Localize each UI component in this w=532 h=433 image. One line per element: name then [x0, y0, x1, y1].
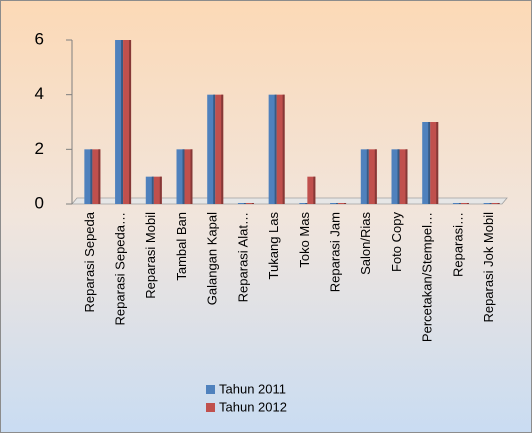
bar: [92, 149, 101, 204]
bar: [245, 203, 254, 204]
bar-side: [497, 203, 500, 204]
x-tick-label: Tambal Ban: [174, 212, 189, 281]
legend-label: Tahun 2011: [219, 381, 286, 396]
bar-side: [305, 203, 308, 204]
bar: [491, 203, 500, 204]
bar: [460, 203, 469, 204]
bar-side: [374, 149, 377, 204]
bar: [368, 149, 377, 204]
bar: [330, 203, 339, 204]
bar-side: [397, 149, 400, 204]
bar-side: [489, 203, 492, 204]
bar-side: [274, 94, 277, 204]
bar-side: [466, 203, 469, 204]
bar: [452, 203, 461, 204]
x-tick-label: Toko Mas: [297, 212, 312, 268]
bar: [176, 149, 185, 204]
bar-side: [405, 149, 408, 204]
x-tick-label: Reparasi Mobil: [143, 212, 158, 299]
x-tick-label: Reparasi Sepeda…: [113, 212, 128, 325]
bar: [483, 203, 492, 204]
bar: [422, 122, 431, 204]
bar: [430, 122, 439, 204]
bar: [84, 149, 93, 204]
bar: [268, 94, 277, 204]
bar-side: [282, 94, 285, 204]
bar-side: [436, 122, 439, 204]
x-tick-label: Tukang Las: [266, 212, 281, 280]
bar: [360, 149, 369, 204]
x-tick-label: Foto Copy: [389, 212, 404, 272]
bar-side: [336, 203, 339, 204]
x-tick-label: Galangan Kapal: [205, 212, 220, 305]
bar-side: [213, 94, 216, 204]
bar: [123, 40, 132, 204]
bar: [399, 149, 408, 204]
bar-side: [90, 149, 93, 204]
bar: [153, 176, 162, 204]
x-tick-label: Reparasi Jok Mobil: [481, 212, 496, 323]
bar: [145, 176, 154, 204]
bar-side: [428, 122, 431, 204]
legend-swatch: [206, 403, 215, 412]
bar-side: [313, 176, 316, 204]
bar-side: [159, 176, 162, 204]
bar: [115, 40, 124, 204]
bar: [215, 94, 224, 204]
bar-side: [121, 40, 124, 204]
bar-side: [458, 203, 461, 204]
bar: [184, 149, 193, 204]
bar-side: [151, 176, 154, 204]
bar-side: [344, 203, 347, 204]
bar: [237, 203, 246, 204]
x-tick-label: Percetakan/Stempel…: [420, 212, 435, 342]
bar-side: [366, 149, 369, 204]
bar-side: [129, 40, 132, 204]
bar: [338, 203, 347, 204]
bar: [307, 176, 316, 204]
x-tick-label: Reparasi…: [450, 212, 465, 277]
y-tick-label: 2: [35, 139, 44, 158]
bar-side: [182, 149, 185, 204]
bar: [299, 203, 308, 204]
y-tick-label: 6: [35, 29, 44, 48]
bar-side: [221, 94, 224, 204]
bar: [391, 149, 400, 204]
x-tick-label: Reparasi Jam: [328, 212, 343, 292]
x-tick-label: Reparasi Sepeda: [82, 211, 97, 312]
legend-label: Tahun 2012: [219, 399, 287, 414]
bar: [207, 94, 216, 204]
y-tick-label: 4: [35, 84, 44, 103]
legend-swatch: [206, 385, 215, 394]
bar-side: [243, 203, 246, 204]
bar: [276, 94, 285, 204]
bar-side: [190, 149, 193, 204]
x-tick-label: Reparasi Alat…: [235, 212, 250, 302]
y-tick-label: 0: [35, 193, 44, 212]
bar-side: [251, 203, 254, 204]
x-tick-label: Salon/Rias: [358, 212, 373, 275]
bar-side: [98, 149, 101, 204]
floor: [71, 197, 508, 205]
